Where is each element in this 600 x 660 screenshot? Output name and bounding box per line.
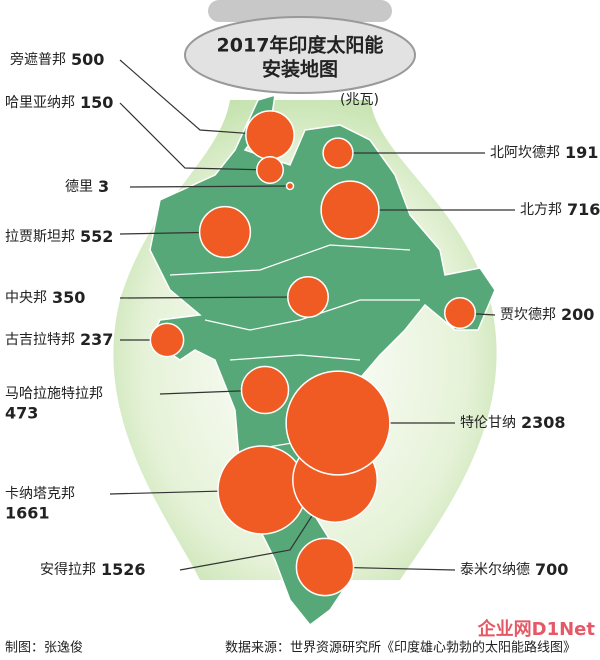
bubble [245, 110, 295, 160]
region-name: 马哈拉施特拉邦 [5, 386, 103, 402]
region-label: 旁遮普邦 500 [10, 50, 104, 69]
region-label: 拉贾斯坦邦 552 [5, 227, 113, 246]
region-name: 卡纳塔克邦 [5, 486, 75, 502]
region-value: 716 [567, 200, 600, 219]
bubble [240, 365, 290, 415]
region-label: 德里 3 [65, 177, 109, 196]
bubble [149, 322, 185, 358]
region-value: 191 [565, 143, 598, 162]
bubble [256, 156, 284, 184]
title-line: 2017年印度太阳能 [217, 34, 384, 57]
bubble [285, 181, 295, 191]
region-value: 2308 [521, 413, 566, 432]
bubble [320, 180, 380, 240]
region-value: 200 [561, 305, 594, 324]
region-value: 237 [80, 330, 113, 349]
bubble [217, 445, 307, 535]
region-label: 哈里亚纳邦 150 [5, 93, 113, 112]
unit: (兆瓦) [340, 92, 379, 108]
region-label: 特伦甘纳 2308 [460, 413, 566, 432]
bubble [285, 370, 391, 476]
region-name: 古吉拉特邦 [5, 332, 75, 348]
region-value: 150 [80, 93, 113, 112]
title-bubble [184, 16, 416, 94]
region-name: 安得拉邦 [40, 561, 96, 578]
watermark: 企业网D1Net [477, 618, 596, 640]
region-label: 北方邦 716 [520, 200, 600, 219]
region-value: 700 [535, 560, 568, 579]
region-value: 473 [5, 404, 38, 423]
region-name: 北方邦 [520, 202, 562, 218]
leader-line [119, 296, 309, 299]
bubble [287, 276, 329, 318]
region-value: 3 [98, 177, 109, 196]
region-name: 旁遮普邦 [10, 51, 66, 68]
region-name: 拉贾斯坦邦 [5, 229, 75, 245]
region-value: 1526 [101, 560, 146, 579]
bubble [322, 137, 354, 169]
region-label: 北阿坎德邦 191 [490, 143, 598, 162]
region-name: 贾坎德邦 [500, 307, 556, 323]
bubble [198, 205, 252, 259]
region-label: 贾坎德邦 200 [500, 305, 594, 324]
region-label: 中央邦 350 [5, 288, 85, 307]
bulb-cap [208, 0, 392, 22]
region-name: 北阿坎德邦 [490, 145, 560, 161]
leader-line [129, 185, 291, 188]
title-line: 安装地图 [262, 58, 338, 81]
credit: 制图：张逸俊 [5, 641, 83, 656]
region-name: 中央邦 [5, 290, 47, 306]
region-value: 1661 [5, 504, 50, 523]
bubble [295, 537, 355, 597]
region-label: 安得拉邦 1526 [40, 560, 146, 579]
region-value: 552 [80, 227, 113, 246]
region-value: 350 [52, 288, 85, 307]
region-name: 特伦甘纳 [460, 415, 516, 431]
region-name: 德里 [65, 179, 93, 195]
source: 数据来源：世界资源研究所《印度雄心勃勃的太阳能路线图》 [225, 640, 576, 656]
region-label: 泰米尔纳德 700 [460, 560, 568, 579]
region-name: 哈里亚纳邦 [5, 95, 75, 111]
region-name: 泰米尔纳德 [460, 562, 530, 578]
region-value: 500 [71, 50, 104, 69]
state-borders [169, 244, 420, 451]
leader-line [119, 102, 271, 171]
region-label: 古吉拉特邦 237 [5, 330, 113, 349]
bubble [443, 296, 477, 330]
